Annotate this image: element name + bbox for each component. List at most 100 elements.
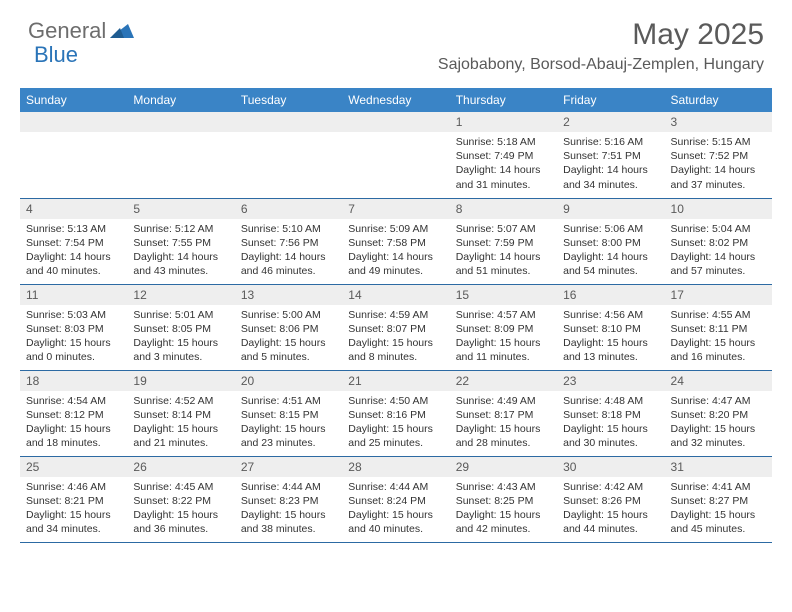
calendar-cell: 4Sunrise: 5:13 AMSunset: 7:54 PMDaylight…	[20, 198, 127, 284]
day-number: 2	[557, 112, 664, 132]
calendar-cell: 5Sunrise: 5:12 AMSunset: 7:55 PMDaylight…	[127, 198, 234, 284]
calendar-row: 25Sunrise: 4:46 AMSunset: 8:21 PMDayligh…	[20, 456, 772, 542]
calendar-cell	[127, 112, 234, 198]
day-number: 22	[450, 371, 557, 391]
day-details: Sunrise: 4:50 AMSunset: 8:16 PMDaylight:…	[342, 391, 449, 455]
calendar-cell: 24Sunrise: 4:47 AMSunset: 8:20 PMDayligh…	[665, 370, 772, 456]
day-number: 26	[127, 457, 234, 477]
day-details: Sunrise: 5:07 AMSunset: 7:59 PMDaylight:…	[450, 219, 557, 283]
calendar-cell: 1Sunrise: 5:18 AMSunset: 7:49 PMDaylight…	[450, 112, 557, 198]
calendar-cell: 19Sunrise: 4:52 AMSunset: 8:14 PMDayligh…	[127, 370, 234, 456]
calendar-cell: 29Sunrise: 4:43 AMSunset: 8:25 PMDayligh…	[450, 456, 557, 542]
day-details: Sunrise: 4:47 AMSunset: 8:20 PMDaylight:…	[665, 391, 772, 455]
day-details: Sunrise: 5:00 AMSunset: 8:06 PMDaylight:…	[235, 305, 342, 369]
calendar-cell: 22Sunrise: 4:49 AMSunset: 8:17 PMDayligh…	[450, 370, 557, 456]
day-details: Sunrise: 4:46 AMSunset: 8:21 PMDaylight:…	[20, 477, 127, 541]
weekday-header-row: SundayMondayTuesdayWednesdayThursdayFrid…	[20, 88, 772, 112]
calendar-cell: 25Sunrise: 4:46 AMSunset: 8:21 PMDayligh…	[20, 456, 127, 542]
day-number: 27	[235, 457, 342, 477]
day-details: Sunrise: 5:13 AMSunset: 7:54 PMDaylight:…	[20, 219, 127, 283]
calendar-cell: 23Sunrise: 4:48 AMSunset: 8:18 PMDayligh…	[557, 370, 664, 456]
calendar-cell: 13Sunrise: 5:00 AMSunset: 8:06 PMDayligh…	[235, 284, 342, 370]
day-number: 10	[665, 199, 772, 219]
calendar-cell	[235, 112, 342, 198]
day-details: Sunrise: 5:06 AMSunset: 8:00 PMDaylight:…	[557, 219, 664, 283]
day-number: 14	[342, 285, 449, 305]
weekday-header: Thursday	[450, 88, 557, 112]
day-details: Sunrise: 5:10 AMSunset: 7:56 PMDaylight:…	[235, 219, 342, 283]
day-details: Sunrise: 5:01 AMSunset: 8:05 PMDaylight:…	[127, 305, 234, 369]
calendar-cell: 31Sunrise: 4:41 AMSunset: 8:27 PMDayligh…	[665, 456, 772, 542]
calendar-row: 1Sunrise: 5:18 AMSunset: 7:49 PMDaylight…	[20, 112, 772, 198]
day-number: 9	[557, 199, 664, 219]
calendar-row: 18Sunrise: 4:54 AMSunset: 8:12 PMDayligh…	[20, 370, 772, 456]
day-details: Sunrise: 4:56 AMSunset: 8:10 PMDaylight:…	[557, 305, 664, 369]
calendar-cell: 3Sunrise: 5:15 AMSunset: 7:52 PMDaylight…	[665, 112, 772, 198]
calendar-cell	[20, 112, 127, 198]
day-number: 29	[450, 457, 557, 477]
day-details: Sunrise: 4:44 AMSunset: 8:23 PMDaylight:…	[235, 477, 342, 541]
day-details: Sunrise: 4:42 AMSunset: 8:26 PMDaylight:…	[557, 477, 664, 541]
day-details: Sunrise: 4:51 AMSunset: 8:15 PMDaylight:…	[235, 391, 342, 455]
day-details: Sunrise: 5:18 AMSunset: 7:49 PMDaylight:…	[450, 132, 557, 196]
day-number: 16	[557, 285, 664, 305]
day-details: Sunrise: 5:09 AMSunset: 7:58 PMDaylight:…	[342, 219, 449, 283]
day-number: 1	[450, 112, 557, 132]
day-number: 23	[557, 371, 664, 391]
location-text: Sajobabony, Borsod-Abauj-Zemplen, Hungar…	[438, 56, 764, 74]
logo-text-1: General	[28, 18, 106, 44]
weekday-header: Wednesday	[342, 88, 449, 112]
calendar-cell: 7Sunrise: 5:09 AMSunset: 7:58 PMDaylight…	[342, 198, 449, 284]
calendar-cell	[342, 112, 449, 198]
day-number: 12	[127, 285, 234, 305]
day-details: Sunrise: 4:49 AMSunset: 8:17 PMDaylight:…	[450, 391, 557, 455]
month-title: May 2025	[438, 18, 764, 52]
logo-text-2: Blue	[34, 42, 78, 68]
logo: General	[28, 18, 134, 44]
day-number: 6	[235, 199, 342, 219]
header: General May 2025 Sajobabony, Borsod-Abau…	[0, 0, 792, 80]
weekday-header: Sunday	[20, 88, 127, 112]
day-number: 24	[665, 371, 772, 391]
day-number: 30	[557, 457, 664, 477]
calendar-cell: 27Sunrise: 4:44 AMSunset: 8:23 PMDayligh…	[235, 456, 342, 542]
day-details: Sunrise: 5:15 AMSunset: 7:52 PMDaylight:…	[665, 132, 772, 196]
weekday-header: Saturday	[665, 88, 772, 112]
day-details: Sunrise: 5:12 AMSunset: 7:55 PMDaylight:…	[127, 219, 234, 283]
day-details: Sunrise: 4:44 AMSunset: 8:24 PMDaylight:…	[342, 477, 449, 541]
calendar-table: SundayMondayTuesdayWednesdayThursdayFrid…	[20, 88, 772, 543]
calendar-cell: 2Sunrise: 5:16 AMSunset: 7:51 PMDaylight…	[557, 112, 664, 198]
day-details: Sunrise: 4:52 AMSunset: 8:14 PMDaylight:…	[127, 391, 234, 455]
day-number: 28	[342, 457, 449, 477]
day-number: 21	[342, 371, 449, 391]
calendar-cell: 20Sunrise: 4:51 AMSunset: 8:15 PMDayligh…	[235, 370, 342, 456]
day-number: 25	[20, 457, 127, 477]
day-number: 3	[665, 112, 772, 132]
calendar-row: 4Sunrise: 5:13 AMSunset: 7:54 PMDaylight…	[20, 198, 772, 284]
calendar-cell: 10Sunrise: 5:04 AMSunset: 8:02 PMDayligh…	[665, 198, 772, 284]
calendar-body: 1Sunrise: 5:18 AMSunset: 7:49 PMDaylight…	[20, 112, 772, 542]
day-number: 15	[450, 285, 557, 305]
day-details: Sunrise: 4:55 AMSunset: 8:11 PMDaylight:…	[665, 305, 772, 369]
day-details: Sunrise: 4:45 AMSunset: 8:22 PMDaylight:…	[127, 477, 234, 541]
day-number: 31	[665, 457, 772, 477]
day-number: 5	[127, 199, 234, 219]
calendar-cell: 18Sunrise: 4:54 AMSunset: 8:12 PMDayligh…	[20, 370, 127, 456]
day-details: Sunrise: 5:04 AMSunset: 8:02 PMDaylight:…	[665, 219, 772, 283]
weekday-header: Tuesday	[235, 88, 342, 112]
logo-line2: Blue	[34, 42, 78, 68]
day-number: 20	[235, 371, 342, 391]
day-details: Sunrise: 4:54 AMSunset: 8:12 PMDaylight:…	[20, 391, 127, 455]
calendar-cell: 21Sunrise: 4:50 AMSunset: 8:16 PMDayligh…	[342, 370, 449, 456]
calendar-cell: 28Sunrise: 4:44 AMSunset: 8:24 PMDayligh…	[342, 456, 449, 542]
calendar-cell: 30Sunrise: 4:42 AMSunset: 8:26 PMDayligh…	[557, 456, 664, 542]
calendar-cell: 14Sunrise: 4:59 AMSunset: 8:07 PMDayligh…	[342, 284, 449, 370]
day-number: 11	[20, 285, 127, 305]
calendar-cell: 8Sunrise: 5:07 AMSunset: 7:59 PMDaylight…	[450, 198, 557, 284]
calendar-cell: 11Sunrise: 5:03 AMSunset: 8:03 PMDayligh…	[20, 284, 127, 370]
day-details: Sunrise: 4:59 AMSunset: 8:07 PMDaylight:…	[342, 305, 449, 369]
calendar-cell: 16Sunrise: 4:56 AMSunset: 8:10 PMDayligh…	[557, 284, 664, 370]
day-number: 4	[20, 199, 127, 219]
day-details: Sunrise: 5:03 AMSunset: 8:03 PMDaylight:…	[20, 305, 127, 369]
day-details: Sunrise: 4:43 AMSunset: 8:25 PMDaylight:…	[450, 477, 557, 541]
